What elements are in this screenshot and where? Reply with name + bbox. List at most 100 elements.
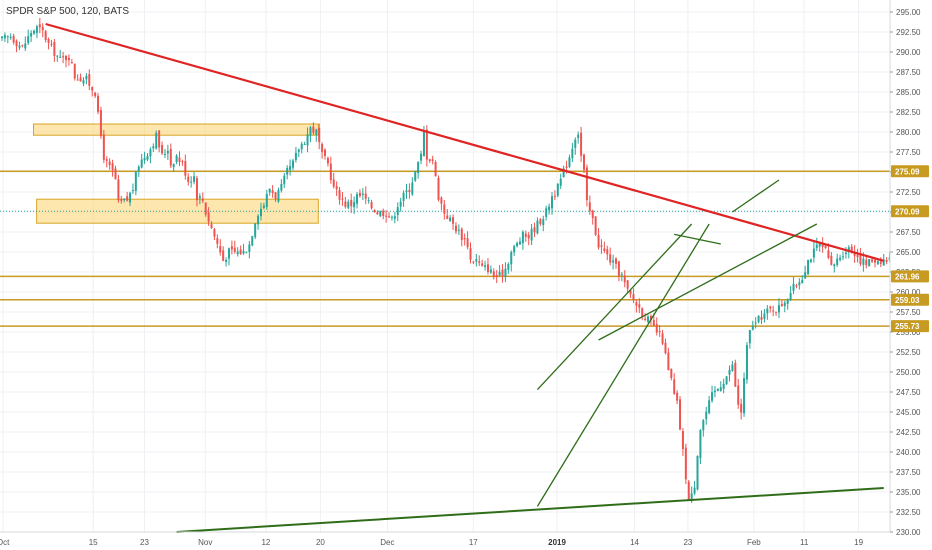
y-tick-label: 290.00 xyxy=(896,48,921,57)
candle-body xyxy=(478,261,481,263)
trendline-green-long-support xyxy=(176,487,884,533)
resistance-zone xyxy=(36,198,319,224)
candle-body xyxy=(210,224,213,229)
candle-body xyxy=(6,36,9,38)
candle-body xyxy=(874,259,876,263)
candle-body xyxy=(484,265,487,268)
x-tick-label: 12 xyxy=(261,538,270,547)
candle-body xyxy=(673,379,676,394)
candle-body xyxy=(120,199,123,201)
x-tick-label: Oct xyxy=(0,538,10,547)
candle-body xyxy=(536,220,539,234)
candle-body xyxy=(163,153,166,155)
candle-body xyxy=(364,193,367,199)
candle-body xyxy=(236,251,239,255)
current-price-label: 270.09 xyxy=(895,207,920,216)
candle-body xyxy=(647,316,650,322)
candle-body xyxy=(518,241,521,245)
candle-body xyxy=(533,227,536,233)
y-tick-label: 260.00 xyxy=(896,288,921,297)
candle-body xyxy=(792,283,795,291)
y-tick-label: 277.50 xyxy=(896,148,921,157)
candle-body xyxy=(393,216,396,219)
candle-body xyxy=(460,228,463,240)
candle-body xyxy=(309,127,312,136)
candle-body xyxy=(123,198,126,201)
candle-body xyxy=(181,161,184,163)
candle-body xyxy=(548,206,551,211)
y-tick-label: 280.00 xyxy=(896,128,921,137)
candle-body xyxy=(699,430,702,459)
candle-body xyxy=(783,302,786,307)
candle-body xyxy=(862,258,865,265)
candle-body xyxy=(446,215,449,219)
candle-body xyxy=(754,322,757,324)
candle-body xyxy=(623,275,626,283)
candle-body xyxy=(402,192,405,201)
candle-body xyxy=(114,168,117,180)
candle-body xyxy=(303,144,306,146)
level-price-badge xyxy=(891,270,929,283)
candle-body xyxy=(740,403,743,413)
candle-body xyxy=(658,331,661,333)
candle-body xyxy=(501,269,504,276)
candle-body xyxy=(777,305,780,313)
candle-body xyxy=(140,159,143,168)
candle-body xyxy=(775,311,778,313)
candle-body xyxy=(434,162,437,177)
y-tick-label: 285.00 xyxy=(896,88,921,97)
candle-body xyxy=(504,268,507,277)
x-tick-label: 23 xyxy=(683,538,692,547)
candle-body xyxy=(356,194,359,204)
candle-body xyxy=(690,493,693,501)
candle-body xyxy=(853,252,856,256)
candle-body xyxy=(169,148,172,166)
x-tick-label: Nov xyxy=(198,538,212,547)
candle-body xyxy=(856,254,859,258)
candle-body xyxy=(216,238,219,244)
candle-body xyxy=(297,149,300,152)
candle-body xyxy=(175,155,178,163)
level-price-badge xyxy=(891,320,929,333)
candle-body xyxy=(859,254,862,265)
candle-body xyxy=(193,176,196,182)
candle-body xyxy=(454,225,457,232)
candle-body xyxy=(367,200,370,202)
candle-body xyxy=(609,254,612,263)
candle-body xyxy=(108,161,111,166)
candle-body xyxy=(731,364,734,371)
candle-body xyxy=(239,249,242,255)
candle-body xyxy=(30,32,33,37)
candle-body xyxy=(117,179,120,201)
candle-body xyxy=(620,274,623,276)
trendline-green-channel-lower xyxy=(536,223,710,507)
candle-body xyxy=(361,193,364,195)
candle-body xyxy=(568,157,571,167)
candle-body xyxy=(670,368,673,379)
candle-body xyxy=(94,92,97,97)
candle-body xyxy=(187,176,190,182)
y-tick-label: 255.00 xyxy=(896,328,921,337)
candle-body xyxy=(713,390,716,393)
candle-body xyxy=(161,145,164,154)
level-price-label: 275.09 xyxy=(895,167,920,176)
candle-body xyxy=(827,250,830,258)
candle-body xyxy=(629,290,632,295)
candle-body xyxy=(786,299,789,304)
candle-body xyxy=(489,269,492,273)
x-tick-label: Feb xyxy=(747,538,761,547)
y-tick-label: 232.50 xyxy=(896,508,921,517)
candle-body xyxy=(577,134,580,139)
candle-body xyxy=(178,157,181,163)
candle-body xyxy=(841,256,844,258)
candle-body xyxy=(300,143,303,150)
candle-body xyxy=(24,43,27,49)
candle-body xyxy=(815,244,818,248)
candle-body xyxy=(719,387,722,392)
x-tick-label: 15 xyxy=(89,538,98,547)
candle-body xyxy=(524,233,527,237)
candle-body xyxy=(571,148,574,159)
candle-body xyxy=(780,304,783,307)
